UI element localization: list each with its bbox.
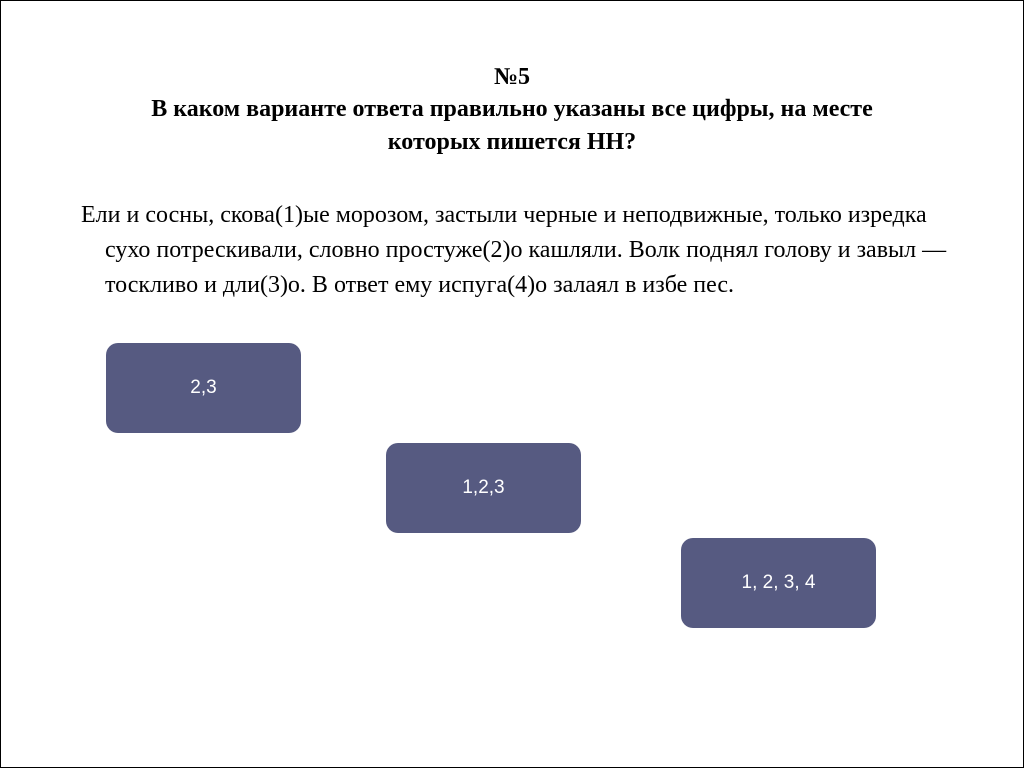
question-prompt-line2: которых пишется НН?: [61, 126, 963, 158]
answer-option-2-label: 1,2,3: [462, 477, 504, 499]
answer-option-2[interactable]: 1,2,3: [386, 443, 581, 533]
answer-options: 2,3 1,2,3 1, 2, 3, 4: [61, 343, 963, 623]
question-prompt-line1: В каком варианте ответа правильно указан…: [61, 93, 963, 125]
answer-option-3[interactable]: 1, 2, 3, 4: [681, 538, 876, 628]
question-header: №5 В каком варианте ответа правильно ука…: [61, 61, 963, 158]
answer-option-3-label: 1, 2, 3, 4: [742, 572, 816, 594]
answer-option-1[interactable]: 2,3: [106, 343, 301, 433]
question-number: №5: [61, 61, 963, 93]
answer-option-1-label: 2,3: [190, 377, 216, 399]
question-passage: Ели и сосны, скова(1)ые морозом, застыли…: [85, 198, 963, 302]
